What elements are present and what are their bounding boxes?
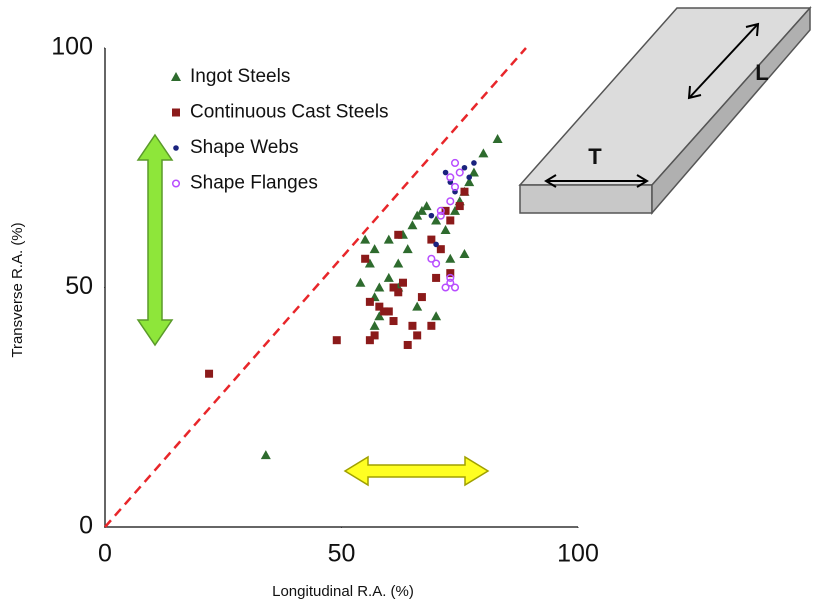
legend-marker — [173, 145, 179, 151]
point — [447, 198, 454, 205]
point — [390, 317, 398, 325]
transverse-arrow — [138, 135, 172, 345]
point — [407, 220, 417, 229]
legend-label: Shape Flanges — [190, 173, 318, 194]
legend-marker — [172, 109, 180, 117]
point — [432, 274, 440, 282]
point — [441, 225, 451, 234]
point — [333, 336, 341, 344]
point — [422, 201, 432, 210]
page: {"chart_data": {"type": "scatter", "x_la… — [0, 0, 828, 607]
point — [433, 242, 439, 248]
point — [394, 231, 402, 239]
point — [445, 254, 455, 263]
point — [478, 148, 488, 157]
point — [460, 188, 468, 196]
point — [404, 341, 412, 349]
point — [355, 278, 365, 287]
point — [374, 283, 384, 292]
point — [205, 370, 213, 378]
x-tick-label: 0 — [98, 540, 112, 568]
point — [456, 169, 463, 176]
point — [384, 273, 394, 282]
point — [493, 134, 503, 143]
point — [360, 235, 370, 244]
point — [442, 284, 449, 291]
point — [418, 293, 426, 301]
legend-label: Ingot Steels — [190, 66, 290, 87]
point — [456, 202, 464, 210]
y-tick-label: 50 — [65, 272, 93, 300]
point — [403, 244, 413, 253]
point — [385, 307, 393, 315]
chart: T L Longitudinal R.A. (%) Transverse R.A… — [0, 0, 828, 607]
point — [361, 255, 369, 263]
legend-label: Continuous Cast Steels — [190, 102, 389, 123]
l-label: L — [755, 60, 768, 85]
legend-marker — [173, 180, 180, 187]
x-axis-label: Longitudinal R.A. (%) — [272, 583, 414, 600]
point — [393, 259, 403, 268]
slab-top — [520, 8, 810, 185]
point — [399, 279, 407, 287]
t-label: T — [588, 144, 602, 169]
y-tick-label: 100 — [51, 33, 93, 61]
x-tick-label: 50 — [328, 540, 356, 568]
y-axis-label: Transverse R.A. (%) — [9, 222, 26, 357]
legend-label: Shape Webs — [190, 137, 298, 158]
point — [431, 311, 441, 320]
specimen-diagram: T L — [520, 8, 810, 213]
point — [452, 284, 459, 291]
slab-front — [520, 185, 652, 213]
point — [384, 235, 394, 244]
point — [459, 249, 469, 258]
legend-marker — [171, 72, 181, 81]
point — [412, 302, 422, 311]
point — [429, 213, 435, 219]
point — [394, 288, 402, 296]
point — [366, 298, 374, 306]
longitudinal-arrow — [345, 457, 488, 485]
point — [371, 331, 379, 339]
point — [446, 216, 454, 224]
point — [452, 160, 459, 167]
y-tick-label: 0 — [79, 512, 93, 540]
point — [413, 331, 421, 339]
point — [471, 160, 477, 166]
point — [427, 322, 435, 330]
point — [261, 450, 271, 459]
point — [466, 175, 472, 181]
point — [370, 321, 380, 330]
point — [433, 260, 440, 267]
x-tick-label: 100 — [557, 540, 599, 568]
point — [408, 322, 416, 330]
point — [370, 244, 380, 253]
